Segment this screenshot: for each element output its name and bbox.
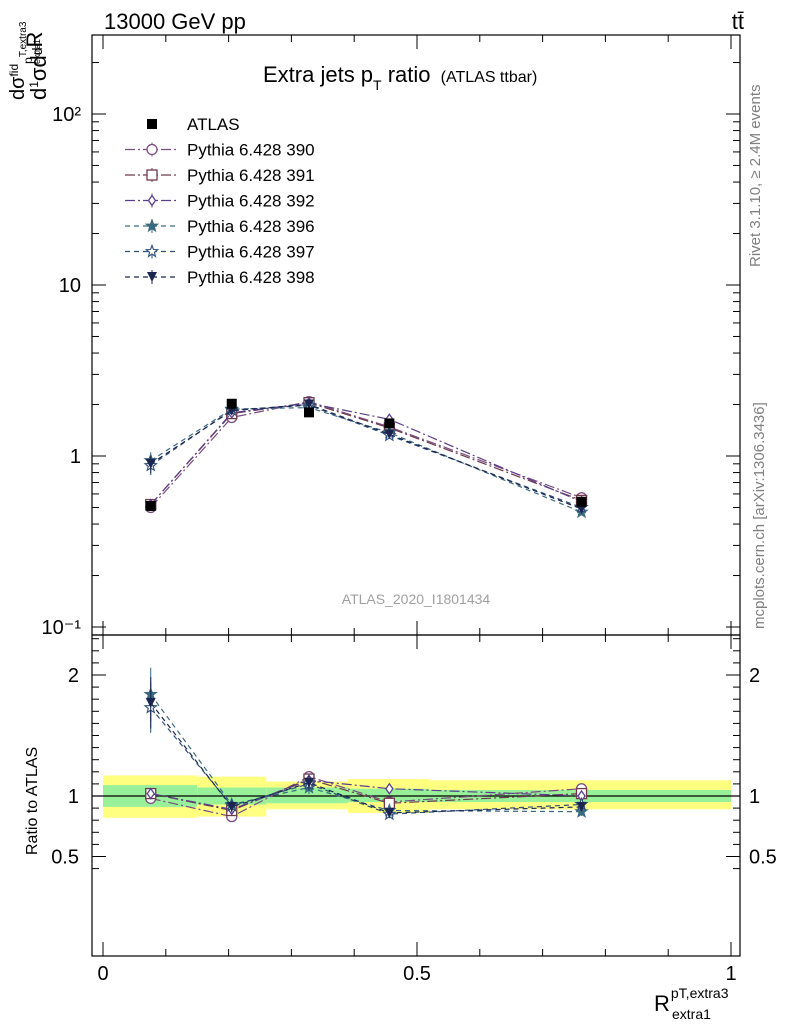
atlas-data-point bbox=[145, 501, 156, 512]
legend-entry: ATLAS bbox=[147, 115, 240, 134]
y-axis-label-upper: dσfidpT,extra3 bbox=[7, 21, 35, 100]
title-small: (ATLAS ttbar) bbox=[441, 69, 538, 86]
series-ratio-point bbox=[226, 801, 237, 812]
series-ratio-point bbox=[145, 697, 156, 708]
ratio-tick-label-right: 0.5 bbox=[749, 847, 777, 869]
series-point bbox=[145, 458, 156, 469]
series-line bbox=[150, 402, 582, 505]
legend-entry: Pythia 6.428 396 bbox=[125, 217, 315, 236]
series-ratio-point bbox=[576, 801, 587, 812]
legend-label: ATLAS bbox=[187, 115, 240, 134]
stat-uncertainty-band bbox=[347, 788, 430, 803]
series-5 bbox=[143, 397, 589, 821]
y-tick-label: 10⁻¹ bbox=[42, 617, 82, 639]
legend-marker bbox=[147, 119, 157, 129]
atlas-data-points bbox=[145, 398, 587, 512]
series-6 bbox=[145, 399, 587, 818]
rivet-label: Rivet 3.1.10, ≥ 2.4M events bbox=[747, 85, 764, 268]
x-tick-label: 1 bbox=[725, 963, 736, 985]
y-axis-label: d1σddR bbox=[22, 32, 51, 100]
x-tick-label: 0.5 bbox=[403, 963, 431, 985]
legend-marker bbox=[144, 243, 160, 258]
x-tick-label: 0 bbox=[97, 963, 108, 985]
chart-title: Extra jets pT ratio (ATLAS ttbar) bbox=[263, 62, 537, 93]
atlas-data-point bbox=[384, 418, 395, 429]
legend-entry: Pythia 6.428 398 bbox=[125, 268, 315, 287]
series-ratio-point bbox=[303, 777, 314, 788]
legend-label: Pythia 6.428 392 bbox=[187, 192, 315, 211]
series-ratio-point bbox=[385, 782, 394, 795]
legend-label: Pythia 6.428 397 bbox=[187, 243, 315, 262]
series-4 bbox=[143, 400, 589, 818]
ratio-tick-label: 2 bbox=[68, 665, 79, 687]
title-rest: ratio bbox=[382, 62, 431, 87]
y-axis-title: d1σddR dσfidpT,extra3 extra1 bbox=[7, 21, 51, 100]
ratio-tick-label-right: 1 bbox=[749, 786, 760, 808]
series-ratio-line bbox=[150, 702, 582, 814]
title-main: Extra jets p bbox=[263, 62, 373, 87]
x-axis-label-sup: pT,extra3 bbox=[671, 985, 729, 1001]
series-line bbox=[150, 402, 582, 505]
legend-marker bbox=[146, 143, 158, 156]
series-ratio-point bbox=[384, 807, 395, 818]
atlas-data-point bbox=[226, 398, 237, 409]
svg-text:RpT,extra3: RpT,extra3 bbox=[654, 985, 729, 1016]
mcplots-label: mcplots.cern.ch [arXiv:1306.3436] bbox=[751, 402, 768, 629]
y-tick-label: 1 bbox=[70, 446, 81, 468]
legend-label: Pythia 6.428 391 bbox=[187, 166, 315, 185]
x-axis-label-main: R bbox=[654, 991, 670, 1016]
ratio-y-label: Ratio to ATLAS bbox=[24, 747, 41, 855]
legend-marker bbox=[147, 272, 157, 282]
atlas-data-point bbox=[303, 407, 314, 418]
legend-entry: Pythia 6.428 390 bbox=[125, 141, 315, 160]
uncertainty-bands bbox=[103, 775, 731, 818]
ratio-tick-label: 0.5 bbox=[51, 847, 79, 869]
x-axis-label-sub: extra1 bbox=[672, 1006, 711, 1022]
atlas-data-point bbox=[576, 496, 587, 507]
x-axis-title: RpT,extra3 extra1 bbox=[654, 985, 729, 1022]
mc-series bbox=[143, 395, 589, 823]
legend-entry: Pythia 6.428 392 bbox=[125, 192, 315, 211]
y-tick-label: 10 bbox=[59, 275, 81, 297]
ratio-tick-label-right: 2 bbox=[749, 665, 760, 687]
process-label: tt̄ bbox=[732, 9, 744, 34]
side-labels: Rivet 3.1.10, ≥ 2.4M events mcplots.cern… bbox=[747, 85, 768, 630]
series-line bbox=[150, 400, 582, 508]
legend-label: Pythia 6.428 390 bbox=[187, 141, 315, 160]
series-1 bbox=[145, 395, 588, 823]
collision-label: 13000 GeV pp bbox=[104, 9, 246, 34]
y-tick-label: 10² bbox=[52, 104, 81, 126]
legend-marker bbox=[147, 194, 157, 207]
legend-marker bbox=[146, 169, 158, 181]
series-point bbox=[384, 429, 395, 440]
header: 13000 GeV pp tt̄ bbox=[104, 9, 744, 34]
svg-text:Extra jets pT ratio (ATL: Extra jets pT ratio (ATLAS ttbar) bbox=[263, 62, 537, 93]
legend-marker bbox=[144, 218, 160, 233]
y-axis-label-sub: extra1 bbox=[32, 39, 42, 64]
legend-label: Pythia 6.428 396 bbox=[187, 217, 315, 236]
legend-label: Pythia 6.428 398 bbox=[187, 268, 315, 287]
series-point bbox=[303, 399, 314, 410]
legend-entry: Pythia 6.428 397 bbox=[125, 243, 315, 262]
ratio-tick-label: 1 bbox=[68, 786, 79, 808]
legend-entry: Pythia 6.428 391 bbox=[125, 166, 315, 185]
analysis-watermark: ATLAS_2020_I1801434 bbox=[342, 591, 491, 607]
title-subscript: T bbox=[373, 77, 382, 93]
legend: ATLAS Pythia 6.428 390 Pythia 6.428 391 Pyt… bbox=[125, 115, 315, 287]
series-ratio-point bbox=[146, 787, 156, 800]
series-line bbox=[150, 406, 582, 513]
